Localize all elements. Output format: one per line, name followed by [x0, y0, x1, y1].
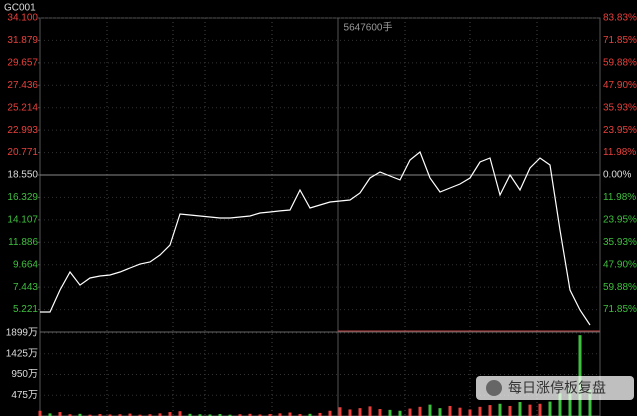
y2-tick-label: 59.88%: [603, 282, 637, 293]
volume-bar: [588, 389, 592, 416]
volume-bar: [548, 401, 552, 416]
y-tick-label: 7.443: [13, 282, 38, 293]
volume-bar: [468, 409, 472, 416]
y2-tick-label: 35.93%: [603, 237, 637, 248]
volume-bar: [428, 404, 432, 416]
chart-title: GC001: [4, 3, 36, 14]
volume-bar: [158, 413, 162, 416]
volume-bar: [558, 393, 562, 416]
volume-bar: [348, 409, 352, 416]
y-tick-label: 1425万: [6, 348, 38, 359]
y-tick-label: 14.107: [7, 214, 38, 225]
y-tick-label: 22.993: [7, 125, 38, 136]
volume-bar: [78, 413, 82, 416]
volume-bar: [258, 414, 262, 416]
y2-tick-label: 23.95%: [603, 125, 637, 136]
y-tick-label: 475万: [11, 390, 38, 401]
volume-bar: [248, 413, 252, 416]
volume-bar: [198, 414, 202, 416]
volume-bar: [418, 406, 422, 416]
volume-total: 5647600手: [344, 21, 393, 34]
y2-tick-label: 71.85%: [603, 304, 637, 315]
volume-bar: [308, 413, 312, 416]
y2-tick-label: 35.93%: [603, 102, 637, 113]
y-tick-label: 18.550: [7, 170, 38, 181]
volume-bar: [188, 413, 192, 416]
volume-bar: [138, 414, 142, 416]
volume-bar: [538, 403, 542, 416]
y2-tick-label: 11.98%: [603, 147, 636, 158]
volume-bar: [168, 412, 172, 416]
y-tick-label: 9.664: [13, 259, 38, 270]
y2-tick-label: 23.95%: [603, 214, 637, 225]
marks: 83.83% 71.85% 59.88% 47.90% 35.93% 23.95% 11.9…: [6, 13, 637, 416]
volume-bar: [238, 414, 242, 416]
y2-tick-label: 83.83%: [603, 13, 637, 24]
watermark-box: [476, 376, 634, 400]
y-tick-label: 11.886: [8, 237, 38, 248]
y2-tick-label: 0.00%: [603, 170, 631, 181]
volume-bar: [268, 414, 272, 416]
volume-bar: [508, 405, 512, 416]
volume-bar: [528, 404, 532, 416]
volume-bar: [478, 406, 482, 416]
volume-bar: [518, 402, 522, 416]
y-tick-label: 27.436: [7, 80, 38, 91]
volume-bar: [178, 411, 182, 416]
y2-tick-label: 71.85%: [603, 35, 637, 46]
volume-bar: [128, 413, 132, 416]
volume-bar: [488, 405, 492, 416]
volume-bar: [448, 405, 452, 416]
volume-bar: [278, 413, 282, 416]
volume-bar: [398, 410, 402, 416]
volume-bar: [358, 408, 362, 416]
volume-bar: [38, 410, 42, 416]
volume-bar: [498, 403, 502, 416]
volume-bar: [148, 414, 152, 416]
price-line: [40, 151, 591, 326]
y-tick-label: 20.771: [7, 147, 38, 158]
volume-bar: [388, 409, 392, 416]
volume-bar: [328, 410, 332, 416]
y-tick-label: 34.100: [7, 13, 38, 24]
volume-bar: [218, 414, 222, 416]
volume-bar: [288, 412, 292, 416]
volume-bar: [578, 335, 582, 416]
volume-bar: [298, 414, 302, 416]
volume-bar: [88, 414, 92, 416]
y2-tick-label: 47.90%: [603, 259, 637, 270]
volume-bar: [368, 406, 372, 416]
y-tick-label: 950万: [11, 369, 38, 380]
y-tick-label: 25.214: [7, 102, 38, 113]
y-tick-label: 1899万: [6, 328, 38, 339]
y-tick-label: 5.221: [13, 304, 38, 315]
volume-bar: [458, 407, 462, 416]
volume-bar: [58, 412, 62, 416]
volume-bar: [48, 413, 52, 416]
y-tick-label: 31.879: [7, 35, 38, 46]
volume-bar: [118, 414, 122, 416]
volume-bar: [208, 414, 212, 416]
volume-bar: [68, 414, 72, 416]
volume-bar: [338, 407, 342, 416]
y2-tick-label: 47.90%: [603, 80, 637, 91]
volume-bar: [318, 412, 322, 416]
y2-tick-label: 59.88%: [603, 57, 637, 68]
volume-bar: [568, 385, 572, 416]
volume-bar: [108, 414, 112, 416]
y2-tick-label: 11.98%: [603, 192, 636, 203]
volume-bar: [408, 408, 412, 416]
volume-bar: [378, 409, 382, 416]
y-tick-label: 29.657: [7, 57, 38, 68]
volume-bar: [438, 408, 442, 416]
volume-bar: [228, 414, 232, 416]
wechat-icon: [486, 380, 502, 396]
y-tick-label: 16.329: [7, 192, 38, 203]
volume-bar: [98, 414, 102, 416]
watermark: 每日涨停板复盘: [508, 380, 606, 396]
